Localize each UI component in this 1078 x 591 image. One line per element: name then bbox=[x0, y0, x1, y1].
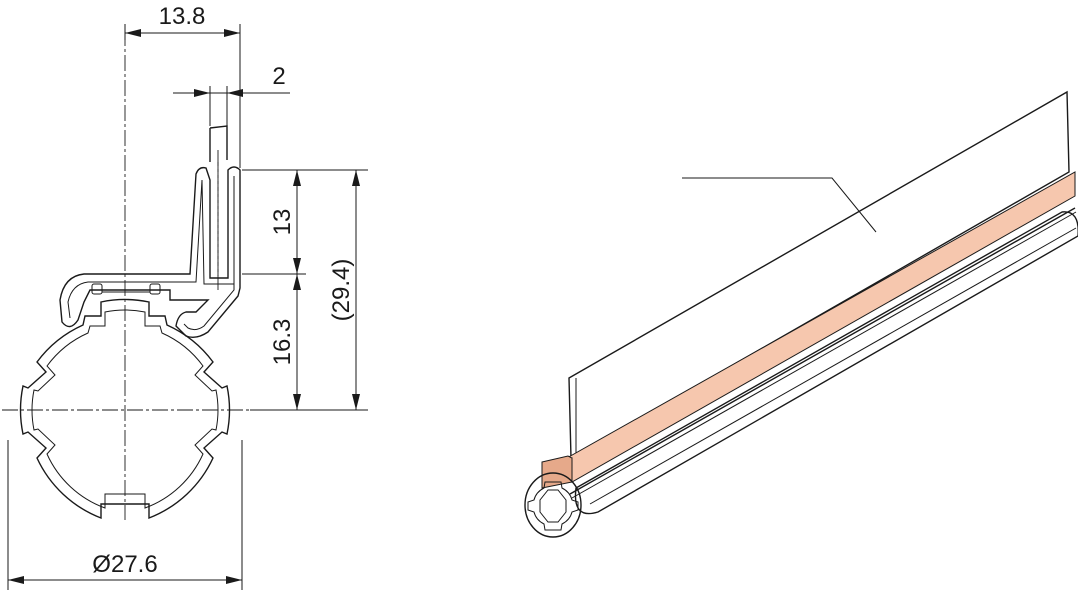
dim-13-arrow-bottom bbox=[293, 258, 301, 274]
dim-29-4-arrow-top bbox=[352, 170, 360, 186]
dim-13-8-arrow-left bbox=[125, 29, 141, 37]
tube-inner-profile bbox=[31, 309, 219, 509]
clamp-lug-left bbox=[91, 283, 103, 295]
dim-2-arrow-right bbox=[227, 89, 243, 97]
dim-dia-arrow-right bbox=[226, 576, 242, 584]
holder-strip bbox=[541, 171, 1076, 483]
dim-13-arrow-top bbox=[293, 170, 301, 186]
dim-16-3-arrow-top bbox=[293, 274, 301, 290]
clamp-lug-right bbox=[149, 283, 161, 295]
label-plate bbox=[568, 90, 1070, 460]
leader-line bbox=[682, 177, 877, 233]
tube-end-outer bbox=[524, 472, 582, 538]
dim-height-total-label: (29.4) bbox=[328, 259, 355, 322]
tube-end-face bbox=[524, 472, 582, 538]
dim-29-4-arrow-bottom bbox=[352, 394, 360, 410]
tube-groove-1 bbox=[571, 211, 1077, 499]
dim-dia-arrow-left bbox=[8, 576, 24, 584]
tube-groove-2 bbox=[589, 227, 1077, 505]
tube-end-inner bbox=[527, 481, 579, 531]
cross-section-view bbox=[2, 30, 250, 520]
dim-diameter-label: Ø27.6 bbox=[92, 551, 157, 578]
dim-height-lower-label: 16.3 bbox=[269, 319, 296, 366]
holder-strip-end bbox=[541, 455, 573, 489]
clamp-profile-outer bbox=[59, 166, 241, 339]
tube-shadow-line bbox=[569, 207, 1076, 495]
dim-13-8-arrow-right bbox=[224, 29, 240, 37]
dim-thickness-label: 2 bbox=[272, 63, 285, 90]
tube-end-recess bbox=[539, 489, 567, 523]
clamp-profile-inner bbox=[67, 176, 235, 331]
label-plate-section bbox=[209, 125, 228, 162]
isometric-view bbox=[524, 90, 1078, 538]
dim-width-top-label: 13.8 bbox=[159, 3, 206, 30]
dim-height-upper-label: 13 bbox=[269, 209, 296, 236]
dimensions: 13.8 2 13 16.3 (29.4) Ø27.6 bbox=[7, 3, 368, 590]
dim-16-3-arrow-bottom bbox=[293, 394, 301, 410]
dim-2-arrow-left bbox=[194, 89, 210, 97]
tube-body bbox=[574, 211, 1078, 515]
